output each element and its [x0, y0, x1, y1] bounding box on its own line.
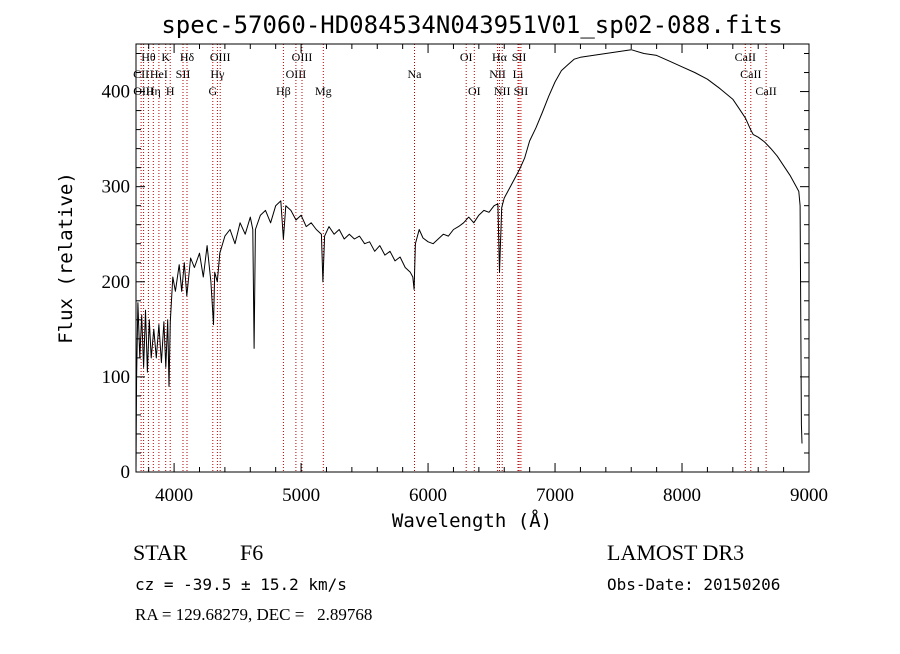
- marker-label-24: SII: [514, 84, 529, 98]
- marker-label-8: H: [166, 84, 175, 98]
- plot-frame: [135, 43, 810, 473]
- object-class: STAR: [133, 540, 188, 565]
- marker-label-2: OIII: [133, 84, 154, 98]
- marker-label-27: CaII: [755, 84, 776, 98]
- marker-label-9: OIII: [210, 50, 231, 64]
- marker-label-5: Hη: [146, 84, 161, 98]
- redshift-cz: cz = -39.5 ± 15.2 km/s: [135, 575, 347, 594]
- x-axis-ticks: 4000 5000 6000 7000 8000 9000: [148, 44, 828, 506]
- y-tick-label: 200: [102, 272, 131, 293]
- x-tick-label: 6000: [409, 485, 447, 506]
- observation-date: Obs-Date: 20150206: [607, 575, 780, 594]
- y-tick-label: 0: [121, 462, 131, 483]
- object-subclass: F6: [240, 540, 263, 565]
- marker-label-19: Hα: [492, 50, 508, 64]
- marker-label-14: Hβ: [276, 84, 291, 98]
- marker-label-23: NII: [494, 84, 511, 98]
- marker-label-0: Hθ: [141, 50, 156, 64]
- marker-label-11: G: [208, 84, 217, 98]
- x-tick-label: 9000: [790, 485, 828, 506]
- marker-label-17: OI: [460, 50, 473, 64]
- marker-label-10: Hγ: [210, 67, 225, 81]
- spectrum-line: [135, 49, 803, 473]
- x-axis-label: Wavelength (Å): [392, 509, 552, 532]
- y-axis-ticks: 0 100 200 300 400: [102, 53, 809, 483]
- y-tick-label: 400: [102, 82, 131, 103]
- marker-label-21: NII: [489, 67, 506, 81]
- marker-label-25: CaII: [735, 50, 756, 64]
- chart-title: spec-57060-HD084534N043951V01_sp02-088.f…: [161, 11, 782, 39]
- marker-label-12: OIII: [292, 50, 313, 64]
- y-axis-label: Flux (relative): [55, 172, 77, 344]
- y-tick-label: 100: [102, 367, 131, 388]
- x-tick-label: 8000: [663, 485, 701, 506]
- y-tick-label: 300: [102, 177, 131, 198]
- marker-label-26: CaII: [740, 67, 761, 81]
- marker-label-1: CII: [133, 67, 149, 81]
- marker-label-13: OIII: [286, 67, 307, 81]
- marker-label-20: SII: [512, 50, 527, 64]
- x-tick-label: 5000: [282, 485, 320, 506]
- marker-label-7: SII: [176, 67, 191, 81]
- marker-label-15: Mg: [315, 84, 332, 98]
- marker-label-22: Li: [513, 67, 524, 81]
- spectral-line-markers: [140, 44, 767, 472]
- marker-label-16: Na: [408, 67, 423, 81]
- x-tick-label: 4000: [155, 485, 193, 506]
- marker-label-4: HeI: [150, 67, 168, 81]
- marker-label-18: OI: [468, 84, 481, 98]
- marker-label-3: K: [161, 50, 170, 64]
- marker-label-6: Hδ: [180, 50, 195, 64]
- ra-dec: RA = 129.68279, DEC = 2.89768: [135, 605, 372, 624]
- x-tick-label: 7000: [536, 485, 574, 506]
- survey-name: LAMOST DR3: [607, 540, 744, 565]
